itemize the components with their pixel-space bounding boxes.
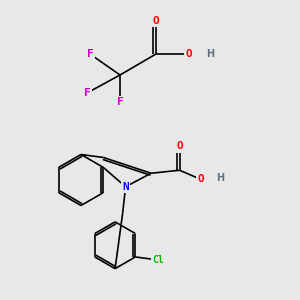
Text: F: F	[84, 88, 90, 98]
Text: O: O	[153, 16, 159, 26]
Text: Cl: Cl	[152, 255, 164, 265]
Text: F: F	[87, 49, 93, 59]
Text: H: H	[206, 49, 214, 59]
Text: O: O	[186, 49, 192, 59]
Text: O: O	[197, 174, 204, 184]
Text: F: F	[117, 97, 123, 107]
Text: H: H	[216, 173, 224, 183]
Text: O: O	[176, 141, 183, 151]
Text: N: N	[122, 182, 129, 192]
